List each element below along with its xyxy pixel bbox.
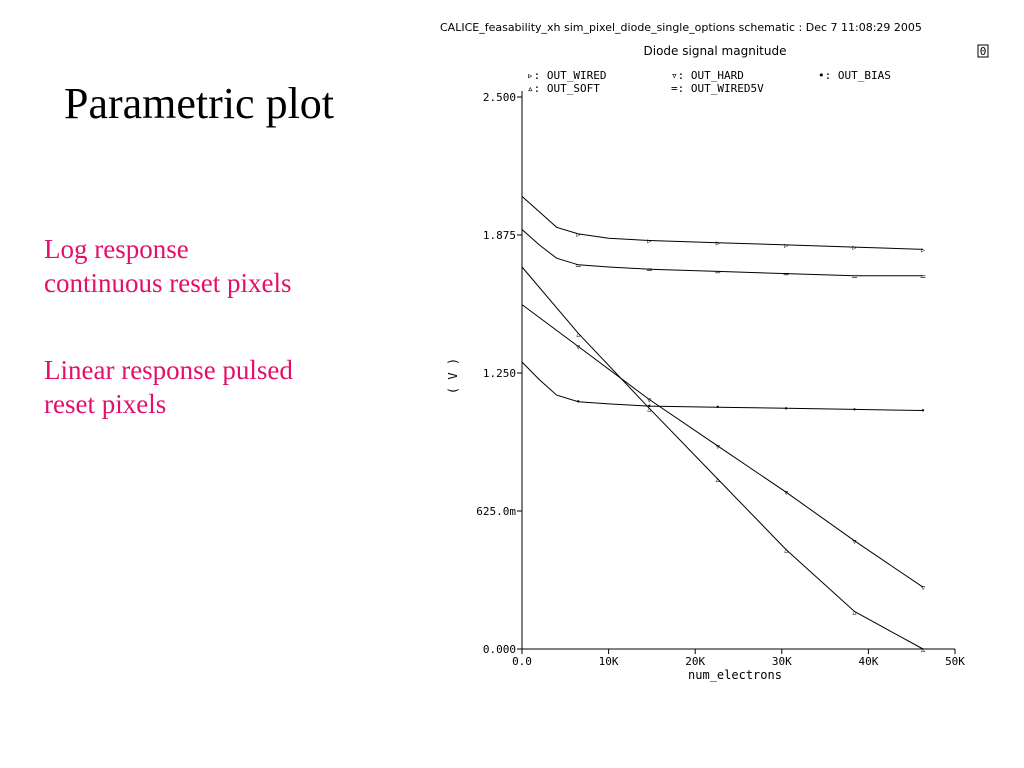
- x-tick-label: 50K: [945, 655, 965, 668]
- series-marker-out-soft: ▵: [784, 546, 788, 555]
- corner-mark-box: [977, 44, 989, 58]
- series-marker-out-wired: ▹: [576, 230, 580, 239]
- series-line-out-hard: [521, 304, 924, 588]
- y-tick-label: 2.500: [483, 91, 516, 104]
- series-marker-out-soft: ▵: [921, 645, 925, 654]
- series-marker-out-wired: ▹: [647, 237, 651, 246]
- legend-entry-out-bias: •: OUT_BIAS: [818, 69, 891, 82]
- corner-mark: 0: [980, 45, 987, 58]
- series-line-out-wired: [521, 196, 924, 250]
- series-marker-out-soft: ▵: [576, 329, 580, 338]
- series-marker-out-wired5v: =: [714, 267, 721, 276]
- legend-entry-out-hard: ▿: OUT_HARD: [671, 69, 744, 82]
- series-line-out-wired5v: [521, 229, 923, 277]
- chart-header: CALICE_feasability_xh sim_pixel_diode_si…: [440, 21, 922, 34]
- series-marker-out-hard: ▿: [921, 583, 925, 592]
- note-log-response: Log response continuous reset pixels: [44, 233, 291, 301]
- series-line-out-bias: [521, 361, 924, 411]
- series-marker-out-wired: ▹: [921, 245, 925, 254]
- series-marker-out-bias: •: [784, 404, 789, 413]
- chart-axes: 0.0 10K 20K 30K 40K 50K 0.000 625.0m 1.250 1.875 2…: [476, 91, 965, 668]
- series-marker-out-hard: ▿: [853, 537, 857, 546]
- series-marker-out-hard: ▿: [716, 442, 720, 451]
- series-marker-out-soft: ▵: [853, 607, 857, 616]
- series-marker-out-wired5v: =: [920, 272, 927, 281]
- series-marker-out-hard: ▿: [784, 488, 788, 497]
- x-tick-label: 0.0: [512, 655, 532, 668]
- x-axis-label: num_electrons: [688, 668, 782, 682]
- series-marker-out-hard: ▿: [647, 395, 651, 404]
- chart-legend: ▹: OUT_WIRED ▿: OUT_HARD •: OUT_BIAS ▵: OUT…: [527, 69, 891, 95]
- legend-entry-out-soft: ▵: OUT_SOFT: [527, 82, 600, 95]
- series-marker-out-soft: ▵: [647, 404, 651, 413]
- chart-series: ▹▹ ▹ ▹ ▹ ▹▿▿▿▿▿▿• • • • • •▵▵▵▵▵▵= = = = = =: [521, 196, 927, 654]
- x-tick-label: 10K: [599, 655, 619, 668]
- chart-title: Diode signal magnitude: [644, 44, 787, 58]
- series-marker-out-wired: ▹: [784, 241, 788, 250]
- series-marker-out-hard: ▿: [576, 343, 580, 352]
- series-marker-out-wired5v: =: [575, 261, 582, 270]
- y-axis-label: ( V ): [446, 358, 460, 394]
- series-marker-out-bias: •: [715, 403, 720, 412]
- note-linear-response: Linear response pulsed reset pixels: [44, 354, 293, 422]
- x-tick-label: 20K: [685, 655, 705, 668]
- y-tick-label: 625.0m: [476, 505, 516, 518]
- y-tick-label: 1.875: [483, 229, 516, 242]
- y-tick-label: 0.000: [483, 643, 516, 656]
- x-tick-label: 30K: [772, 655, 792, 668]
- series-marker-out-soft: ▵: [716, 475, 720, 484]
- legend-entry-out-wired: ▹: OUT_WIRED: [527, 69, 606, 82]
- legend-entry-out-wired5v: =: OUT_WIRED5V: [671, 82, 764, 95]
- x-tick-label: 40K: [858, 655, 878, 668]
- series-marker-out-bias: •: [576, 398, 581, 407]
- slide-title: Parametric plot: [64, 79, 335, 128]
- series-marker-out-wired5v: =: [646, 265, 653, 274]
- series-line-out-soft: [521, 266, 924, 650]
- series-marker-out-wired: ▹: [853, 243, 857, 252]
- note-linear-line-1: Linear response pulsed: [44, 355, 293, 385]
- series-marker-out-wired5v: =: [783, 270, 790, 279]
- series-marker-out-bias: •: [852, 405, 857, 414]
- note-linear-line-2: reset pixels: [44, 388, 167, 419]
- note-log-line-2: continuous reset pixels: [44, 267, 292, 298]
- y-tick-label: 1.250: [483, 367, 516, 380]
- note-log-line-1: Log response: [44, 234, 189, 264]
- series-marker-out-wired: ▹: [716, 239, 720, 248]
- series-marker-out-wired5v: =: [851, 272, 858, 281]
- series-marker-out-bias: •: [647, 402, 652, 411]
- series-marker-out-bias: •: [921, 407, 926, 416]
